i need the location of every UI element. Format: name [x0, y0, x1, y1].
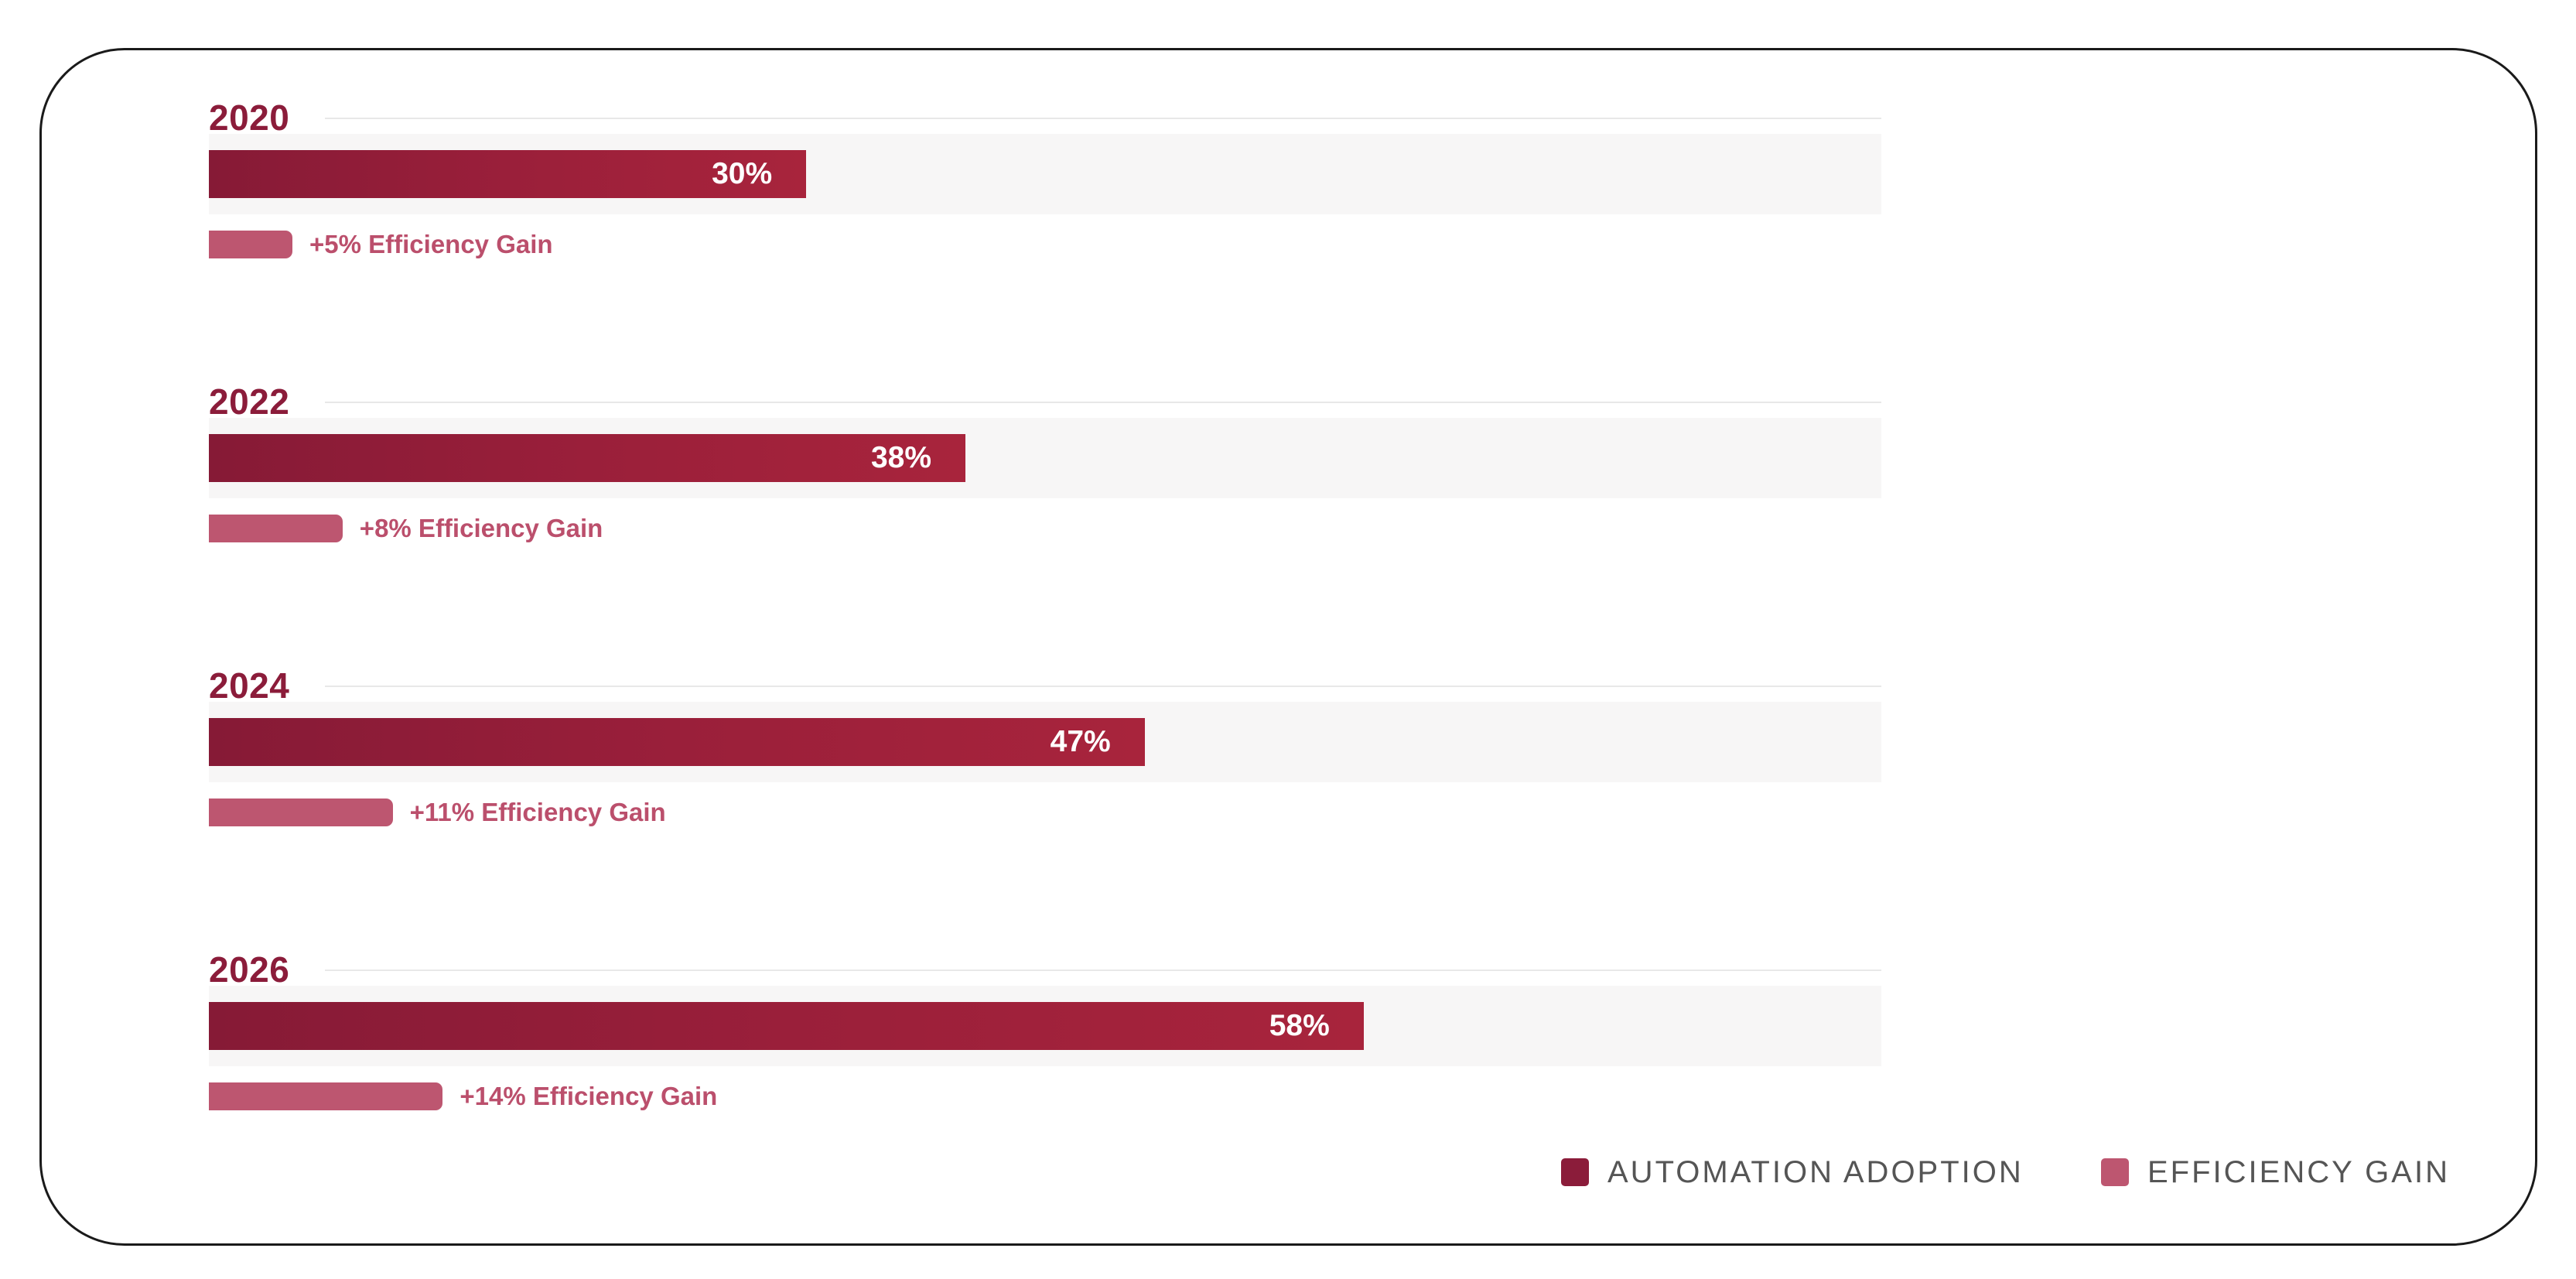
efficiency-gain-label: +14% Efficiency Gain	[460, 1082, 718, 1110]
efficiency-gain-bar	[209, 231, 292, 258]
year-label: 2022	[209, 381, 290, 422]
adoption-value-label: 47%	[1050, 725, 1111, 758]
efficiency-gain-bar	[209, 799, 393, 826]
efficiency-gain-bar	[209, 1082, 443, 1110]
adoption-bar: 30%	[209, 150, 807, 198]
adoption-bar: 58%	[209, 1002, 1364, 1050]
legend-swatch	[2101, 1158, 2129, 1186]
year-label: 2026	[209, 949, 290, 990]
year-divider	[325, 686, 1881, 687]
year-divider	[325, 118, 1881, 119]
adoption-bar: 38%	[209, 434, 966, 482]
adoption-value-label: 58%	[1269, 1009, 1330, 1042]
year-divider	[325, 402, 1881, 403]
year-label: 2020	[209, 97, 290, 138]
legend-item-automation-adoption: AUTOMATION ADOPTION	[1561, 1153, 2024, 1192]
adoption-value-label: 38%	[870, 441, 932, 474]
legend-label: EFFICIENCY GAIN	[2147, 1155, 2450, 1189]
legend-item-efficiency-gain: EFFICIENCY GAIN	[2101, 1153, 2450, 1192]
efficiency-gain-label: +5% Efficiency Gain	[309, 230, 553, 258]
adoption-bar: 47%	[209, 718, 1145, 766]
efficiency-gain-bar	[209, 515, 343, 542]
legend-label: AUTOMATION ADOPTION	[1607, 1155, 2024, 1189]
year-label: 2024	[209, 665, 290, 706]
efficiency-gain-label: +11% Efficiency Gain	[409, 798, 666, 826]
legend-swatch	[1561, 1158, 1589, 1186]
adoption-value-label: 30%	[712, 157, 773, 190]
efficiency-gain-label: +8% Efficiency Gain	[359, 514, 603, 542]
year-divider	[325, 970, 1881, 971]
